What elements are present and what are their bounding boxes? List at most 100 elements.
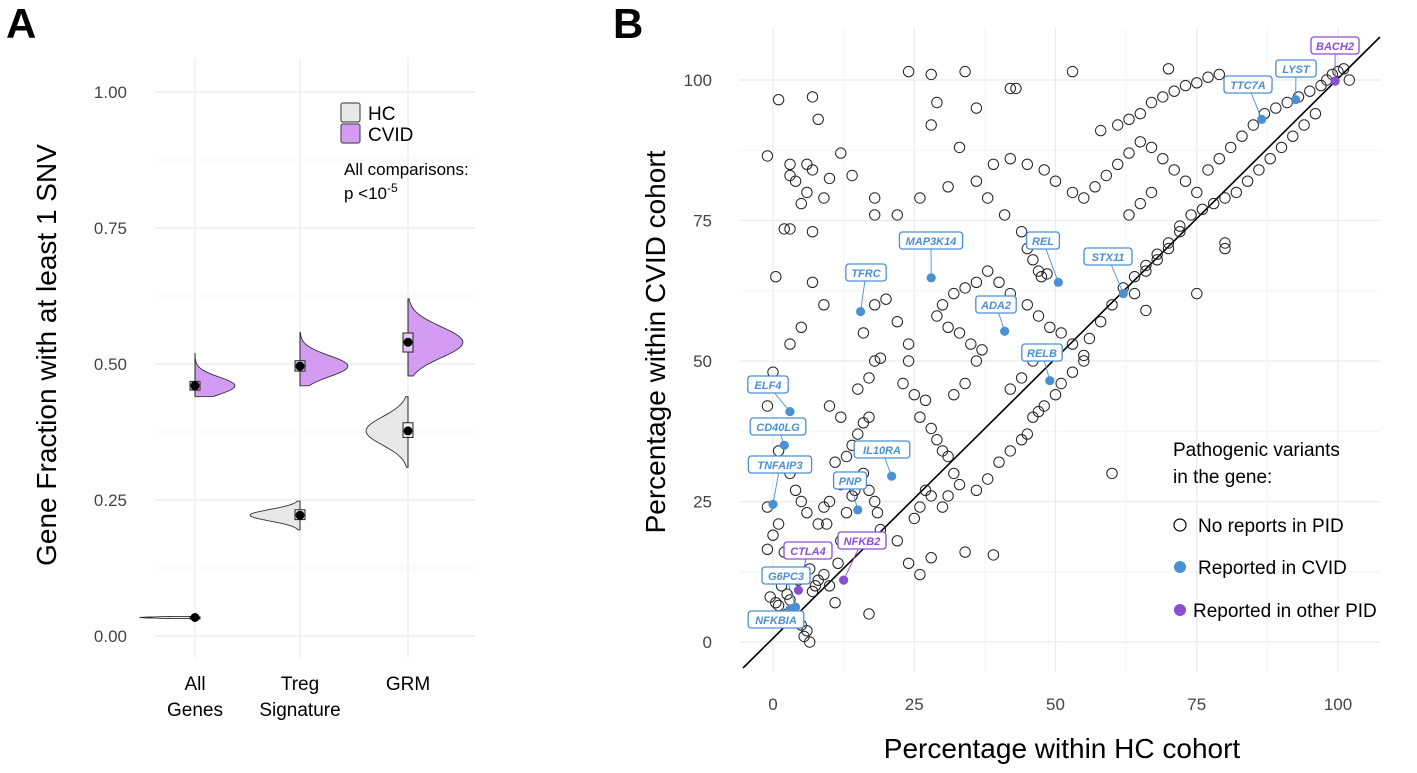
no-report-point — [936, 501, 949, 513]
no-report-point — [982, 265, 994, 277]
no-report-point — [1123, 147, 1135, 159]
no-report-point — [1145, 141, 1158, 154]
no-report-point — [942, 490, 954, 502]
no-report-point — [891, 209, 903, 221]
no-report-point — [1015, 434, 1028, 446]
gene-label-box — [747, 610, 805, 629]
no-report-point — [1140, 304, 1152, 317]
other-pid-point — [793, 585, 804, 595]
legend-open-circle — [1173, 518, 1187, 532]
no-report-point — [1049, 175, 1062, 187]
no-report-point — [770, 271, 782, 283]
no-report-point — [812, 113, 824, 126]
no-report-point — [891, 535, 903, 547]
no-report-point — [1196, 203, 1209, 216]
cvid-point — [1291, 95, 1301, 105]
no-report-point — [1038, 400, 1050, 412]
cvid-point — [1045, 376, 1055, 386]
no-report-point — [835, 147, 847, 159]
no-report-point — [761, 150, 774, 162]
gene-label-box — [1083, 247, 1133, 266]
no-report-point — [863, 484, 875, 496]
no-report-point — [846, 169, 858, 182]
no-report-point — [1021, 158, 1034, 171]
no-report-point — [982, 192, 994, 204]
no-report-point — [925, 490, 937, 502]
no-report-point — [1213, 153, 1226, 165]
cvid-point — [1330, 76, 1340, 86]
no-report-point — [869, 209, 881, 221]
no-report-point — [1015, 226, 1028, 238]
no-report-point — [1010, 82, 1022, 95]
cvid-point — [779, 440, 789, 450]
panel-a-violins — [138, 298, 464, 623]
panel-a-violin-chart: 0.00 0.25 0.50 0.75 1.00 All Genes Treg Signatu… — [31, 58, 475, 721]
b-x-tick-label: 75 — [1187, 695, 1206, 714]
cvid-violin-0 — [194, 353, 236, 398]
no-report-point — [976, 344, 988, 356]
no-report-point — [987, 549, 1000, 561]
no-report-point — [1128, 287, 1141, 300]
panel-a-y-axis-title: Gene Fraction with at least 1 SNV — [31, 144, 62, 566]
cvid-point — [1257, 114, 1267, 124]
no-report-point — [1281, 96, 1293, 109]
b-y-tick-label: 50 — [693, 352, 712, 371]
gene-label-box — [837, 531, 887, 550]
gene-label-pnp: PNP — [839, 476, 862, 488]
panel-b-x-ticks: 0 25 50 75 100 — [768, 695, 1352, 714]
no-report-point — [869, 299, 881, 311]
hc-violin-2 — [365, 396, 409, 468]
no-report-point — [1162, 242, 1175, 255]
gene-label-box — [975, 295, 1017, 314]
no-report-point — [871, 507, 884, 519]
no-report-point — [970, 102, 983, 114]
a-y-tick-label: 0.75 — [94, 219, 127, 238]
no-report-point — [902, 557, 915, 569]
b-x-tick-label: 100 — [1324, 695, 1352, 714]
no-report-point — [959, 65, 971, 78]
gene-label-ctla4: CTLA4 — [790, 546, 825, 558]
no-report-point — [1106, 467, 1118, 480]
no-report-point — [801, 625, 813, 637]
other-pid-point — [839, 575, 849, 585]
no-report-point — [1304, 85, 1316, 97]
median-point — [403, 426, 413, 436]
no-report-point — [925, 552, 937, 564]
no-report-point — [1015, 372, 1028, 384]
a-y-tick-label: 0.50 — [94, 355, 127, 374]
no-report-point — [1049, 389, 1062, 401]
no-report-point — [1032, 405, 1045, 418]
a-x-tick-label: Treg Signature — [259, 674, 340, 721]
gene-label-box — [1310, 36, 1360, 55]
no-report-point — [1021, 299, 1034, 311]
no-report-point — [1185, 209, 1197, 221]
median-point — [403, 337, 413, 347]
no-report-point — [823, 495, 836, 508]
b-y-tick-label: 25 — [693, 493, 712, 512]
gene-label-g6pc3: G6PC3 — [768, 571, 804, 583]
no-report-point — [1128, 271, 1141, 283]
cvid-violin-1 — [299, 331, 349, 387]
panel-a-y-ticks: 0.00 0.25 0.50 0.75 1.00 — [94, 83, 127, 646]
no-report-point — [1162, 237, 1175, 249]
no-report-point — [846, 490, 858, 502]
no-report-point — [1134, 108, 1147, 120]
no-report-point — [953, 478, 966, 491]
no-report-point — [1151, 248, 1163, 260]
no-report-point — [1140, 259, 1152, 272]
no-report-point — [1021, 428, 1034, 440]
no-report-point — [1038, 164, 1050, 176]
legend-cvid-swatch — [340, 123, 361, 144]
no-report-point — [1066, 65, 1079, 78]
no-report-point — [806, 226, 819, 238]
no-report-point — [863, 608, 875, 620]
median-point — [190, 613, 200, 623]
no-report-point — [897, 377, 909, 390]
cvid-point — [855, 306, 866, 317]
no-report-point — [852, 428, 864, 440]
no-report-point — [1041, 268, 1053, 280]
gene-label-elf4: ELF4 — [755, 380, 782, 392]
no-report-point — [925, 422, 937, 435]
no-report-point — [778, 223, 790, 235]
gene-label-cd40lg: CD40LG — [756, 422, 800, 434]
